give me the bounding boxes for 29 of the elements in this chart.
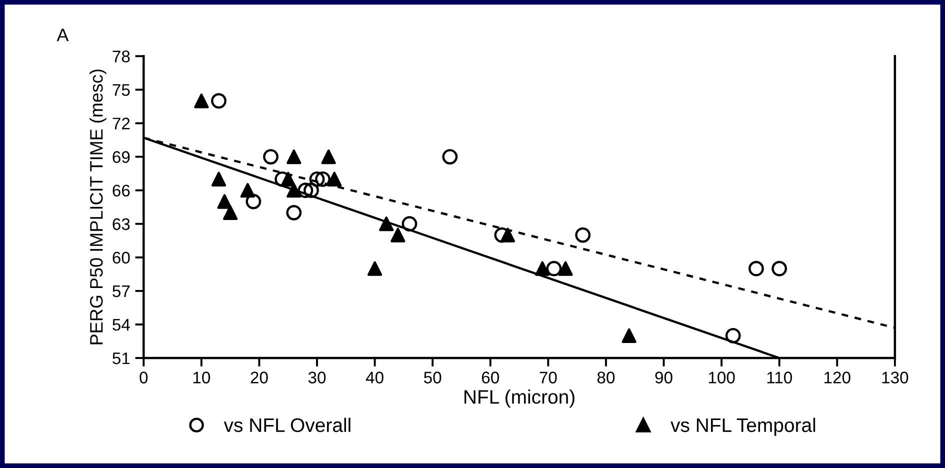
x-tick-label: 110 — [767, 372, 792, 384]
text: A — [56, 28, 69, 42]
x-tick-label: 20 — [250, 372, 268, 384]
y-tick-label: 69 — [112, 151, 130, 163]
y-tick-label: 51 — [112, 352, 130, 364]
y-tick-label: 63 — [112, 218, 130, 230]
y-tick-label: 54 — [112, 319, 130, 331]
x-tick-label: 50 — [424, 372, 442, 384]
x-tick-label: 40 — [366, 372, 384, 384]
y-tick-label: 78 — [112, 50, 130, 62]
legend-label: vs NFL Temporal — [670, 418, 816, 436]
x-tick-label: 30 — [308, 372, 326, 384]
x-tick-label: 70 — [540, 372, 557, 384]
x-tick-label: 130 — [882, 372, 908, 384]
legend-label: vs NFL Overall — [224, 418, 350, 432]
y-tick-label: 66 — [112, 184, 130, 197]
y-tick-label: 72 — [112, 118, 130, 130]
x-axis-title: NFL (micron) — [464, 390, 574, 408]
x-tick-label: 10 — [193, 372, 210, 384]
y-axis-title: PERG P50 IMPLICIT TIME (mesc) — [90, 70, 106, 344]
x-tick-label: 0 — [140, 372, 148, 384]
x-tick-label: 120 — [824, 372, 850, 384]
x-tick-label: 60 — [482, 372, 499, 384]
y-tick-label: 75 — [112, 84, 130, 96]
x-tick-label: 90 — [655, 372, 672, 384]
y-tick-label: 57 — [112, 286, 130, 298]
y-tick-label: 60 — [112, 252, 130, 264]
x-tick-label: 80 — [597, 372, 615, 384]
x-tick-label: 100 — [708, 372, 735, 384]
